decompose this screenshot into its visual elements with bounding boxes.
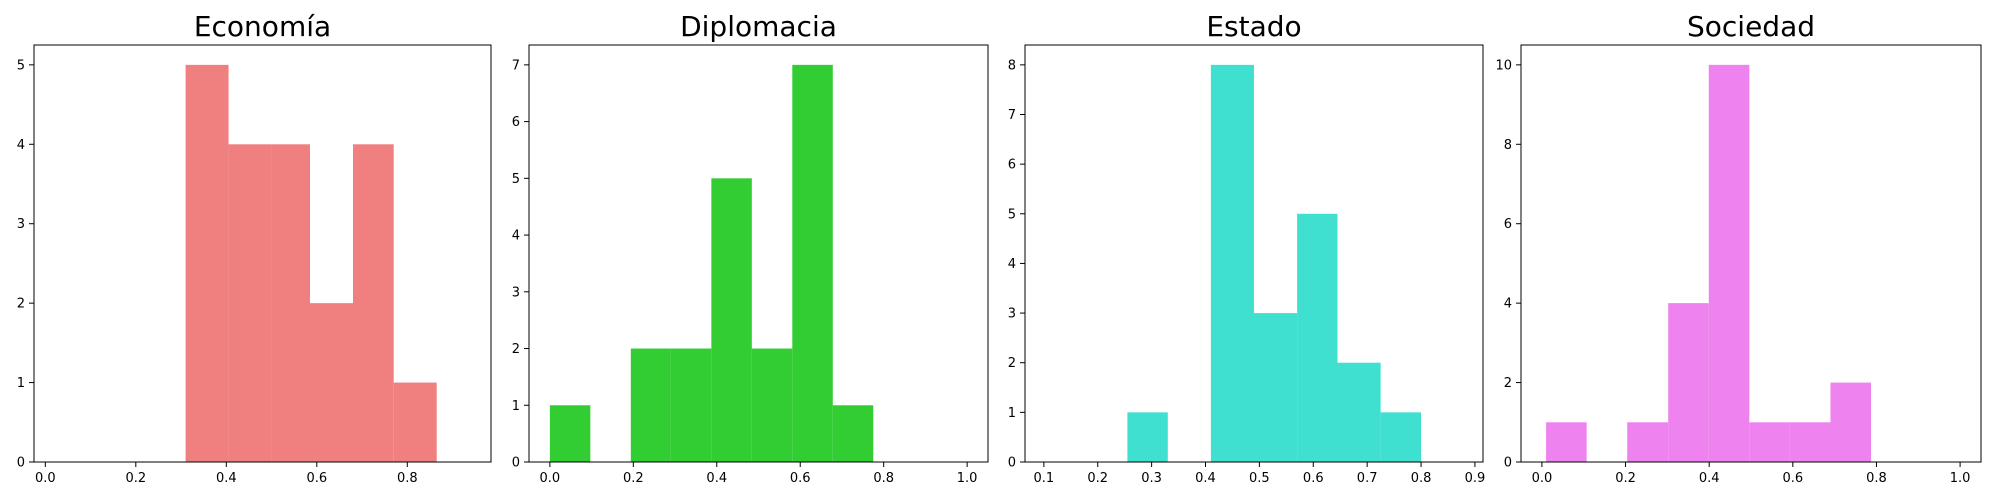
y-tick-label: 5 [1008,207,1016,222]
x-tick-label: 0.5 [1249,471,1270,486]
histogram-bar [1546,422,1587,462]
histogram-bar [711,178,752,462]
histogram-bar [271,144,311,463]
x-tick-label: 0.4 [216,471,237,486]
x-tick-label: 1.0 [957,471,978,486]
x-tick-label: 0.8 [1866,471,1887,486]
histogram-bar [1337,362,1381,462]
histogram-bar [393,382,437,462]
x-tick-label: 0.0 [1532,471,1553,486]
x-tick-label: 0.4 [1195,471,1216,486]
axes-frame [1024,44,1484,463]
panel-diplomacia: Diplomacia 0.0 0.2 0.4 0.6 0.8 1.0 0 1 2 3 4 5 6 7 [512,10,989,486]
y-tick-label: 1 [17,376,25,391]
panel-title: Estado [1206,10,1301,43]
y-tick-label: 5 [512,172,520,187]
x-tick-label: 0.6 [1782,471,1803,486]
y-tick-label: 1 [512,399,520,414]
histogram-bar [630,348,671,462]
panel-sociedad: Sociedad 0.0 0.2 0.4 0.6 0.8 1.0 0 2 4 6 8 10 [1495,10,1982,486]
histogram-bar [1380,412,1422,462]
x-tick-label: 1.0 [1950,471,1971,486]
histogram-bar [352,144,394,463]
x-tick-label: 0.7 [1357,471,1378,486]
x-tick-label: 0.6 [306,471,327,486]
histogram-bar [1668,303,1709,462]
y-tick-label: 7 [1008,108,1016,123]
histogram-bar [228,144,272,463]
y-tick-label: 8 [1504,138,1512,153]
y-tick-label: 4 [512,229,520,244]
x-tick-label: 0.6 [790,471,811,486]
x-tick-label: 0.0 [35,471,56,486]
panel-title: Economía [194,10,331,43]
y-tick-label: 3 [512,285,520,300]
y-tick-label: 3 [17,217,25,232]
panel-title: Sociedad [1687,10,1815,43]
panel-title: Diplomacia [680,10,837,43]
y-tick-label: 1 [1008,406,1016,421]
y-tick-label: 6 [512,115,520,130]
x-tick-label: 0.8 [397,471,418,486]
y-tick-label: 2 [512,342,520,357]
x-tick-label: 0.3 [1141,471,1162,486]
x-tick-label: 0.9 [1465,471,1486,486]
y-tick-label: 0 [512,456,520,471]
axes-frame [1520,44,1982,463]
histogram-bar [670,348,712,462]
histogram-bar [1127,412,1168,462]
x-tick-label: 0.8 [873,471,894,486]
y-tick-label: 3 [1008,307,1016,322]
histogram-bar [751,348,793,462]
y-tick-label: 8 [1008,58,1016,73]
histogram-bar [792,64,833,462]
axes-frame [33,44,492,463]
histogram-bar [1627,422,1669,462]
histogram-bar [1210,64,1254,462]
axes-frame [528,44,989,463]
y-tick-label: 2 [1504,376,1512,391]
x-tick-label: 0.6 [1303,471,1324,486]
y-tick-label: 6 [1504,217,1512,232]
y-tick-label: 4 [17,138,25,153]
panel-estado: Estado 0.1 0.2 0.3 0.4 0.5 0.6 0.7 0.8 0.9 0 1 2 3 4 5… [1008,10,1486,486]
y-tick-label: 0 [17,456,25,471]
y-tick-label: 2 [17,297,25,312]
y-tick-label: 5 [17,58,25,73]
y-tick-label: 0 [1008,456,1016,471]
y-tick-label: 4 [1008,257,1016,272]
y-tick-label: 4 [1504,297,1512,312]
x-tick-label: 0.4 [1699,471,1720,486]
y-tick-label: 2 [1008,356,1016,371]
histogram-bar [310,303,353,462]
histogram-bar [1254,313,1298,462]
histogram-bar [1789,422,1831,462]
histogram-bar [549,405,591,462]
panel-economia: Economía 0.0 0.2 0.4 0.6 0.8 0 1 2 3 4 5 [17,10,492,486]
histogram-bar [832,405,874,462]
y-tick-label: 6 [1008,158,1016,173]
x-tick-label: 0.2 [1087,471,1108,486]
x-tick-label: 0.2 [1615,471,1636,486]
x-tick-label: 0.4 [706,471,727,486]
x-tick-label: 0.2 [623,471,644,486]
x-tick-label: 0.0 [540,471,561,486]
x-tick-label: 0.1 [1034,471,1055,486]
y-tick-label: 10 [1495,58,1512,73]
histogram-bar [1708,64,1750,462]
histogram-bar [185,64,229,462]
x-tick-label: 0.2 [125,471,146,486]
histogram-bar [1297,213,1338,462]
x-tick-label: 0.8 [1411,471,1432,486]
histogram-bar [1749,422,1790,462]
y-tick-label: 0 [1504,456,1512,471]
histogram-bar [1830,382,1872,462]
y-tick-label: 7 [512,58,520,73]
